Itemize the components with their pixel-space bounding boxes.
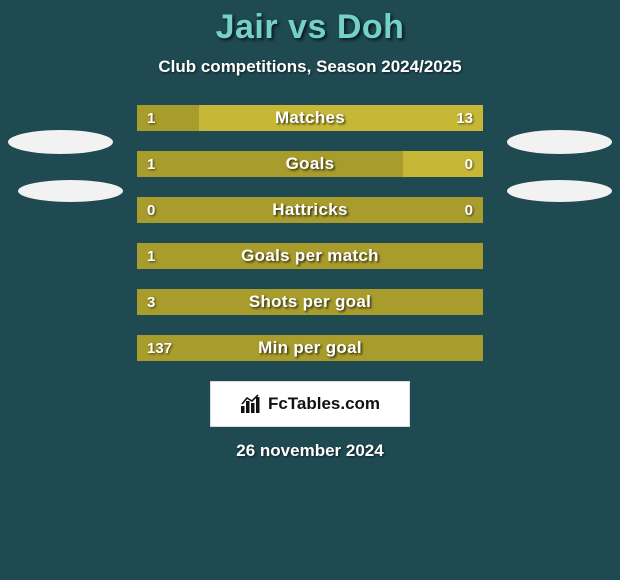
stat-label: Min per goal bbox=[137, 335, 483, 361]
stat-label: Goals bbox=[137, 151, 483, 177]
chart-icon bbox=[240, 394, 262, 414]
stat-bar: 00Hattricks bbox=[137, 197, 483, 223]
comparison-panel: Jair vs Doh Club competitions, Season 20… bbox=[0, 0, 620, 580]
player1-name: Jair bbox=[216, 8, 279, 46]
date-label: 26 november 2024 bbox=[0, 441, 620, 461]
stat-bar: 1Goals per match bbox=[137, 243, 483, 269]
subtitle: Club competitions, Season 2024/2025 bbox=[0, 57, 620, 77]
page-title: Jair vs Doh bbox=[0, 0, 620, 47]
stat-bars: 113Matches 10Goals 00Hattricks 1Goals per m… bbox=[137, 105, 483, 361]
stat-label: Matches bbox=[137, 105, 483, 131]
stat-bar: 113Matches bbox=[137, 105, 483, 131]
stat-label: Goals per match bbox=[137, 243, 483, 269]
player1-marker-2 bbox=[18, 180, 123, 202]
logo-text: FcTables.com bbox=[268, 394, 380, 414]
stat-bar: 3Shots per goal bbox=[137, 289, 483, 315]
stat-bar: 137Min per goal bbox=[137, 335, 483, 361]
title-vs: vs bbox=[288, 8, 327, 46]
stat-bar: 10Goals bbox=[137, 151, 483, 177]
player2-marker-2 bbox=[507, 180, 612, 202]
stat-label: Hattricks bbox=[137, 197, 483, 223]
player2-name: Doh bbox=[337, 8, 405, 46]
content-area: 113Matches 10Goals 00Hattricks 1Goals per m… bbox=[0, 105, 620, 461]
stat-label: Shots per goal bbox=[137, 289, 483, 315]
player2-marker-1 bbox=[507, 130, 612, 154]
source-logo: FcTables.com bbox=[210, 381, 410, 427]
player1-marker-1 bbox=[8, 130, 113, 154]
